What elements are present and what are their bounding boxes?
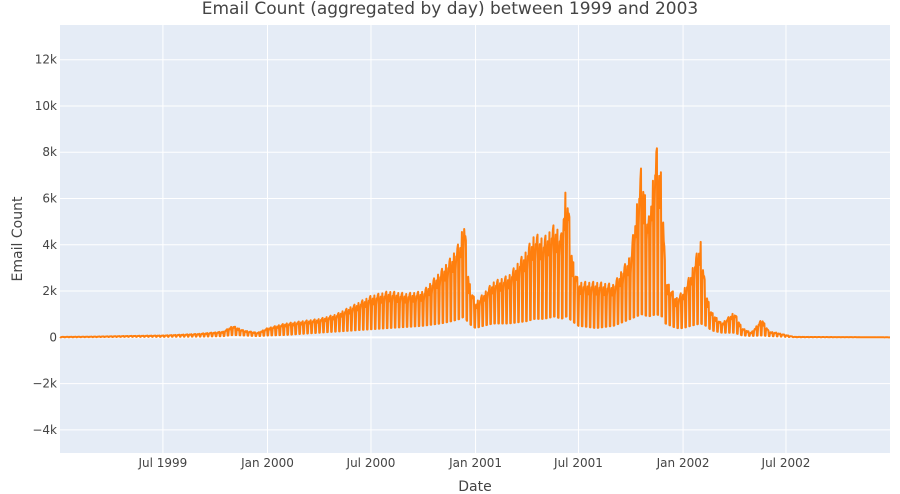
chart-title: Email Count (aggregated by day) between … — [202, 0, 699, 19]
y-tick-label: 2k — [42, 284, 57, 298]
plot-area — [60, 25, 890, 453]
x-tick-label: Jan 2001 — [448, 456, 502, 470]
x-tick-label: Jul 2002 — [761, 456, 811, 470]
x-tick-label: Jan 2000 — [240, 456, 294, 470]
y-tick-label: 8k — [42, 145, 57, 159]
x-tick-label: Jul 2001 — [553, 456, 603, 470]
x-tick-label: Jul 1999 — [137, 456, 187, 470]
series-layer — [59, 147, 891, 339]
y-tick-label: 6k — [42, 192, 57, 206]
x-tick-label: Jan 2002 — [656, 456, 710, 470]
y-tick-label: 12k — [35, 53, 57, 67]
series-line — [59, 147, 891, 339]
y-tick-label: 10k — [35, 99, 57, 113]
x-tick-label: Jul 2000 — [346, 456, 396, 470]
tick-labels: −4k −2k 0 2k 4k 6k 8k 10k 12k Jul 1999 Jan 2000 Jul… — [32, 53, 810, 470]
y-axis-title: Email Count — [10, 196, 26, 281]
y-tick-label: −4k — [32, 423, 57, 437]
y-tick-label: 4k — [42, 238, 57, 252]
y-tick-label: −2k — [32, 377, 57, 391]
x-axis-title: Date — [458, 479, 491, 494]
y-tick-label: 0 — [49, 330, 57, 344]
grid-lines — [60, 25, 890, 453]
